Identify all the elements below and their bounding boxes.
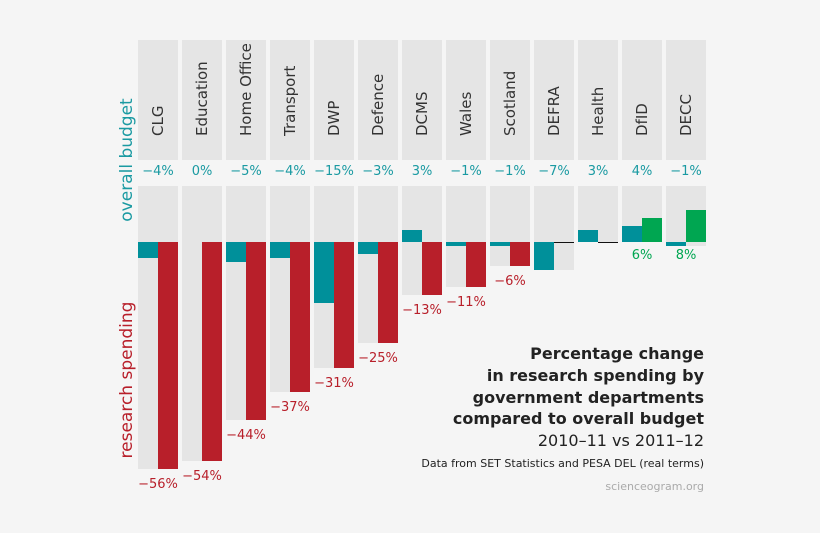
budget-bar [534,242,554,271]
research-value-label: −11% [446,294,486,310]
title-line: in research spending by [486,366,704,385]
budget-value-label: −1% [670,164,702,179]
research-bar [334,242,354,368]
category-label: DEFRA [545,86,563,136]
budget-axis-label: overall budget [117,98,137,222]
category-header: DCMS [402,40,442,160]
research-bar [202,242,222,461]
budget-bar [622,225,642,242]
research-bar [510,242,530,267]
research-value-label: −13% [402,302,442,318]
title-line: Percentage change [530,344,704,363]
category-header: Scotland [490,40,530,160]
credit: scienceogram.org [605,480,704,493]
category-header: Wales [446,40,486,160]
category-label: Scotland [501,70,519,136]
research-bar [554,242,574,243]
category-header: DEFRA [534,40,574,160]
budget-value-label: 3% [587,164,609,179]
category-label: DWP [325,100,343,136]
subtitle: 2010–11 vs 2011–12 [537,431,704,450]
category-label: Home Office [237,43,255,136]
research-bar [598,242,618,243]
category-header: Defence [358,40,398,160]
research-bar [378,242,398,344]
budget-value-label: 4% [631,164,653,179]
research-value-label: 6% [631,248,653,263]
research-value-label: 8% [675,248,697,263]
budget-bar [270,242,290,259]
category-label: CLG [149,105,167,136]
category-label: Health [589,86,607,136]
budget-bar [358,242,378,255]
research-bar [466,242,486,287]
category-header: DECC [666,40,706,160]
research-value-label: −44% [226,428,266,444]
budget-bar [138,242,158,259]
category-label: Transport [281,65,299,136]
budget-value-label: −7% [538,164,570,179]
research-bar [686,209,706,242]
budget-bar [226,242,246,263]
title-line: government departments [472,388,704,407]
research-bar [422,242,442,295]
category-header: Transport [270,40,310,160]
budget-bar [578,229,598,242]
category-label: Defence [369,73,387,136]
category-label: Education [193,61,211,136]
category-label: DECC [677,94,695,136]
budget-bar [314,242,334,303]
budget-bar [666,242,686,247]
research-value-label: −6% [494,274,526,290]
title-line: compared to overall budget [452,409,704,428]
category-label: DfID [633,103,651,136]
source: Data from SET Statistics and PESA DEL (r… [421,457,704,470]
budget-value-label: −1% [494,164,526,179]
research-bar [642,217,662,242]
budget-value-label: −5% [230,164,262,179]
category-header: Health [578,40,618,160]
budget-bar [402,229,422,242]
budget-bar [490,242,510,247]
research-value-label: −25% [358,351,398,367]
research-value-label: −56% [138,476,178,492]
budget-value-label: 3% [411,164,433,179]
research-bar [158,242,178,469]
budget-value-label: −4% [274,164,306,179]
budget-value-label: −15% [314,164,354,179]
budget-value-label: −3% [362,164,394,179]
research-axis-label: research spending [117,301,137,459]
category-label: DCMS [413,91,431,137]
category-header: DfID [622,40,662,160]
category-header: Education [182,40,222,160]
category-header: CLG [138,40,178,160]
research-bar [290,242,310,392]
research-value-label: −37% [270,399,310,415]
research-value-label: −54% [182,468,222,484]
research-value-label: −31% [314,375,354,391]
budget-value-label: −4% [142,164,174,179]
category-label: Wales [457,91,475,136]
budget-bar [446,242,466,247]
budget-value-label: 0% [191,164,213,179]
category-header: DWP [314,40,354,160]
research-bar [246,242,266,421]
category-header: Home Office [226,40,266,160]
budget-value-label: −1% [450,164,482,179]
